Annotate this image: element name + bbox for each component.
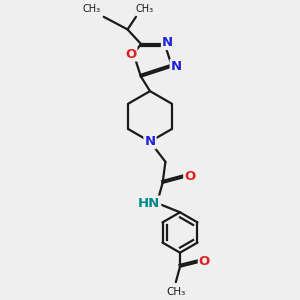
Text: CH₃: CH₃ xyxy=(136,4,154,14)
Text: N: N xyxy=(144,135,156,148)
Text: O: O xyxy=(184,170,195,183)
Text: CH₃: CH₃ xyxy=(83,4,101,14)
Text: N: N xyxy=(162,36,173,49)
Text: N: N xyxy=(171,60,182,73)
Text: CH₃: CH₃ xyxy=(166,287,185,297)
Text: O: O xyxy=(199,255,210,268)
Text: O: O xyxy=(125,47,136,61)
Text: HN: HN xyxy=(138,196,160,209)
